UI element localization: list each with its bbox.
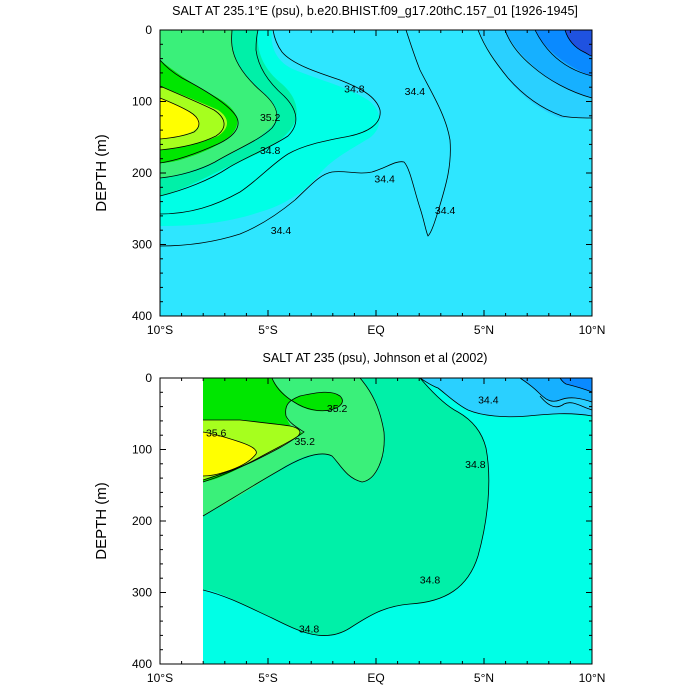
bottom-title: SALT AT 235 (psu), Johnson et al (2002)	[263, 351, 488, 365]
top-contour-lines	[159, 29, 593, 247]
bottom-fill-blue-dark	[560, 378, 592, 392]
bottom-y-tick-label: 400	[132, 657, 152, 671]
bottom-contour-label: 35.2	[327, 403, 348, 415]
top-y-tick-label: 400	[132, 309, 152, 323]
top-x-tick-labels: 10°S 5°S EQ 5°N 10°N	[147, 323, 605, 337]
bottom-contour-north-1	[519, 377, 593, 403]
top-x-tick-label: EQ	[367, 323, 384, 337]
bottom-y-axis-label: DEPTH (m)	[93, 482, 110, 560]
top-x-tick-label: 5°S	[258, 323, 277, 337]
top-title: SALT AT 235.1°E (psu), b.e20.BHIST.f09_g…	[172, 4, 578, 18]
top-y-tick-label: 100	[132, 95, 152, 109]
top-contour-35.0	[159, 29, 297, 197]
bottom-contour-label: 35.2	[295, 436, 316, 448]
bottom-panel: SALT AT 235 (psu), Johnson et al (2002) …	[93, 351, 605, 685]
bottom-fill-yellow	[203, 432, 257, 476]
bottom-contour-label: 34.8	[420, 575, 441, 587]
top-contour-35.6	[159, 85, 225, 151]
top-contour-label: 34.4	[374, 174, 395, 186]
top-contour-label: 34.4	[271, 225, 292, 237]
top-contour-fills	[160, 30, 592, 316]
bottom-ticks	[159, 377, 593, 665]
bottom-contour-label: 34.8	[465, 459, 486, 471]
bottom-contour-north-3	[539, 395, 593, 411]
bottom-y-tick-label: 200	[132, 514, 152, 528]
top-contour-labels: 34.8 34.4 35.2 34.8 34.4 34.4 34.4	[260, 84, 456, 238]
bottom-x-tick-label: 5°S	[258, 671, 277, 685]
bottom-no-data-region	[160, 378, 204, 664]
top-y-axis-label: DEPTH (m)	[93, 134, 110, 212]
top-contour-35.2	[159, 29, 278, 179]
bottom-contour-35.0	[202, 377, 385, 517]
bottom-y-tick-labels: 0 100 200 300 400	[132, 371, 152, 671]
top-y-tick-labels: 0 100 200 300 400	[132, 23, 152, 323]
top-contour-35.4	[159, 59, 239, 164]
bottom-y-tick-label: 300	[132, 586, 152, 600]
top-panel: SALT AT 235.1°E (psu), b.e20.BHIST.f09_g…	[93, 4, 605, 337]
bottom-x-tick-label: 10°S	[147, 671, 173, 685]
bottom-x-tick-label: EQ	[367, 671, 384, 685]
bottom-contour-label: 34.8	[299, 623, 320, 635]
bottom-contour-34.8	[202, 377, 490, 636]
top-contour-north-4	[564, 29, 593, 57]
bottom-x-tick-label: 10°N	[579, 671, 606, 685]
top-contour-label: 34.8	[260, 145, 281, 157]
bottom-contour-label: 35.6	[206, 427, 227, 439]
top-ticks	[159, 29, 593, 317]
top-contour-label: 35.2	[260, 112, 281, 124]
bottom-contour-north-2	[559, 377, 593, 393]
bottom-x-tick-labels: 10°S 5°S EQ 5°N 10°N	[147, 671, 605, 685]
top-contour-label: 34.4	[405, 86, 426, 98]
top-x-tick-label: 10°S	[147, 323, 173, 337]
bottom-contour-fills	[160, 378, 592, 664]
bottom-contour-label: 34.4	[478, 394, 499, 406]
bottom-contour-35.2	[202, 377, 343, 483]
bottom-y-tick-label: 0	[145, 371, 152, 385]
top-contour-north-2	[504, 29, 593, 99]
bottom-y-tick-label: 100	[132, 443, 152, 457]
bottom-contour-35.4	[202, 419, 301, 481]
top-contour-34.4-main	[159, 29, 451, 247]
bottom-contour-lines	[202, 377, 593, 636]
bottom-contour-labels: 35.6 35.2 35.2 34.4 34.8 34.8 34.8	[206, 394, 499, 635]
top-fill-yellow	[160, 98, 200, 139]
top-contour-label: 34.8	[344, 84, 365, 96]
top-y-tick-label: 0	[145, 23, 152, 37]
top-y-tick-label: 200	[132, 166, 152, 180]
top-y-tick-label: 300	[132, 238, 152, 252]
bottom-contour-34.4	[419, 377, 593, 418]
bottom-contour-35.6	[202, 431, 257, 477]
top-fill-deep-blue	[565, 30, 592, 56]
bottom-x-tick-label: 5°N	[474, 671, 494, 685]
top-contour-label: 34.4	[435, 205, 456, 217]
top-x-tick-label: 5°N	[474, 323, 494, 337]
top-contour-35.8	[159, 97, 200, 140]
top-x-tick-label: 10°N	[579, 323, 606, 337]
top-contour-north-1	[477, 29, 593, 119]
top-contour-north-3	[534, 29, 593, 77]
top-contour-34.8	[159, 29, 381, 215]
